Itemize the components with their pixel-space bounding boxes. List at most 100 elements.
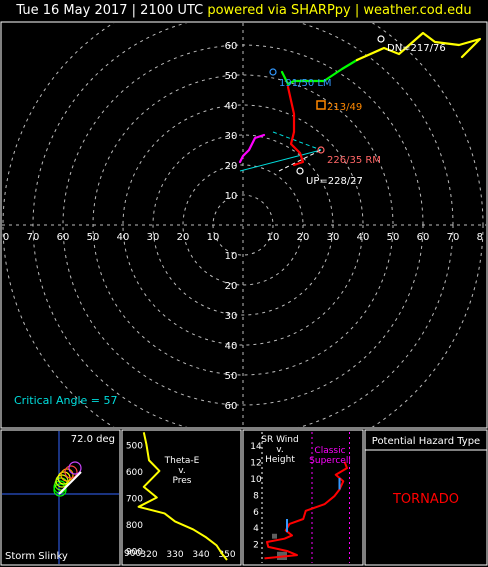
hodo-reference-line — [272, 131, 322, 151]
srwind-y-tick: 14 — [250, 442, 262, 452]
hodo-ring-label: 50 — [225, 71, 238, 82]
srwind-y-tick: 6 — [253, 508, 259, 518]
thetae-x-tick: 340 — [192, 550, 209, 560]
hodo-x-label: 70 — [447, 232, 460, 243]
srwind-y-tick: 8 — [253, 491, 259, 501]
hodo-x-label: 30 — [327, 232, 340, 243]
slinky-ring — [53, 483, 67, 497]
thetae-y-tick: 700 — [126, 495, 143, 505]
thetae-x-tick: 320 — [140, 550, 157, 560]
hodo-x-label: 50 — [387, 232, 400, 243]
hodo-reference-line — [278, 149, 322, 172]
thetae-y-tick: 600 — [126, 468, 143, 478]
header-title: Tue 16 May 2017 | 2100 UTC powered via S… — [0, 0, 488, 22]
srwind-y-tick: 12 — [250, 459, 261, 469]
hodo-marker — [316, 100, 326, 110]
hodo-ring-label: 30 — [225, 131, 238, 142]
hodo-marker — [296, 167, 304, 175]
thetae-y-tick: 800 — [126, 521, 143, 531]
slinky-ring — [68, 461, 82, 475]
srwind-supercell-label: Classic — [314, 446, 345, 456]
srwind-y-tick: 2 — [253, 541, 259, 551]
hodograph: 10 20 30 40 50 60 10 20 30 40 50 60 0 70 60 50 40 30 20 10 1… — [2, 23, 486, 427]
hodo-x-label: 50 — [87, 232, 100, 243]
hodo-x-label: 70 — [27, 232, 40, 243]
header-credit: powered via SHARPpy | weather.cod.edu — [207, 3, 472, 18]
hodograph-border — [0, 21, 488, 429]
hodo-x-label: 30 — [147, 232, 160, 243]
srwind-y-tick: 4 — [253, 524, 259, 534]
srwind-supercell-label: Supercell — [309, 456, 351, 466]
hodo-trace — [355, 31, 482, 62]
header-date: Tue 16 May 2017 | 2100 UTC — [16, 3, 204, 18]
hodo-ring — [182, 164, 304, 286]
hodo-clipped: 10 20 30 40 50 60 10 20 30 40 50 60 0 70 60 50 40 30 20 10 1… — [2, 23, 486, 427]
hodo-x-label: 40 — [357, 232, 370, 243]
srwind-border — [242, 429, 364, 566]
thetae-y-tick: 900 — [124, 549, 141, 559]
hodo-marker-label: DN=217/76 — [387, 43, 446, 54]
slinky-angle-label: 72.0 deg — [71, 434, 115, 445]
hodo-ring-label: 30 — [225, 311, 238, 322]
hodo-ring — [32, 23, 454, 427]
hodo-ring — [122, 104, 364, 346]
hodo-ring-label: 20 — [225, 281, 238, 292]
hodo-reference-line — [239, 149, 322, 172]
hodo-trace — [286, 85, 296, 134]
thetae-x-tick: 350 — [218, 550, 235, 560]
hodo-marker-label: 191/50 LM — [279, 78, 332, 89]
hodo-ring-label: 40 — [225, 101, 238, 112]
hodo-trace — [238, 133, 266, 164]
hodo-ring — [2, 23, 484, 427]
srwind-gray-bar — [272, 533, 277, 539]
hodo-ring-label: 60 — [225, 41, 238, 52]
thetae-title: Pres — [173, 476, 192, 486]
srwind-title: v. — [276, 445, 284, 455]
thetae-x-tick: 330 — [166, 550, 183, 560]
hodo-ring-label: 60 — [225, 401, 238, 412]
hodo-ring-label: 10 — [225, 191, 238, 202]
srwind-trace — [264, 461, 348, 560]
hodo-ring-label: 50 — [225, 371, 238, 382]
hodo-marker-label: UP=228/27 — [306, 176, 363, 187]
thetae-title: Theta-E — [164, 456, 200, 466]
hodo-ring-label: 20 — [225, 161, 238, 172]
hodo-ring-label: 10 — [225, 251, 238, 262]
hodo-ring — [62, 44, 424, 406]
hazard-border — [364, 429, 488, 566]
srwind-title: Height — [265, 455, 295, 465]
hodo-x-label: 10 — [267, 232, 280, 243]
thetae-title: v. — [178, 466, 186, 476]
hazard-title: Potential Hazard Type — [372, 436, 480, 447]
slinky-title: Storm Slinky — [5, 551, 68, 562]
slinky-vector — [58, 471, 82, 495]
hodo-trace — [280, 58, 359, 86]
hodo-ring-label: 40 — [225, 341, 238, 352]
srwind-title: SR Wind — [261, 435, 298, 445]
hodo-x-label: 0 — [3, 232, 9, 243]
hodo-x-label: 10 — [207, 232, 220, 243]
hodo-marker — [317, 146, 325, 154]
thetae-y-tick: 900 — [126, 548, 143, 558]
thetae-y-tick: 500 — [126, 441, 143, 451]
hodo-marker — [377, 35, 385, 43]
hodo-x-label: 8 — [477, 232, 483, 243]
thetae-border — [121, 429, 242, 566]
hodo-marker — [269, 68, 277, 76]
slinky-ring — [60, 468, 74, 482]
hodo-ring — [92, 74, 394, 376]
hodo-x-label: 20 — [177, 232, 190, 243]
hodo-ring — [152, 134, 334, 316]
hodo-trace — [289, 130, 305, 167]
hodo-x-label: 60 — [417, 232, 430, 243]
storm-slinky: 72.0 deg Storm Slinky — [2, 431, 119, 564]
hazard-value: TORNADO — [392, 492, 459, 507]
slinky-border — [0, 429, 121, 566]
critical-angle-label: Critical Angle = 57 — [14, 394, 117, 407]
thetae-trace — [137, 432, 228, 561]
slinky-ring — [64, 465, 78, 479]
hodo-marker-label: 213/49 — [327, 102, 362, 113]
